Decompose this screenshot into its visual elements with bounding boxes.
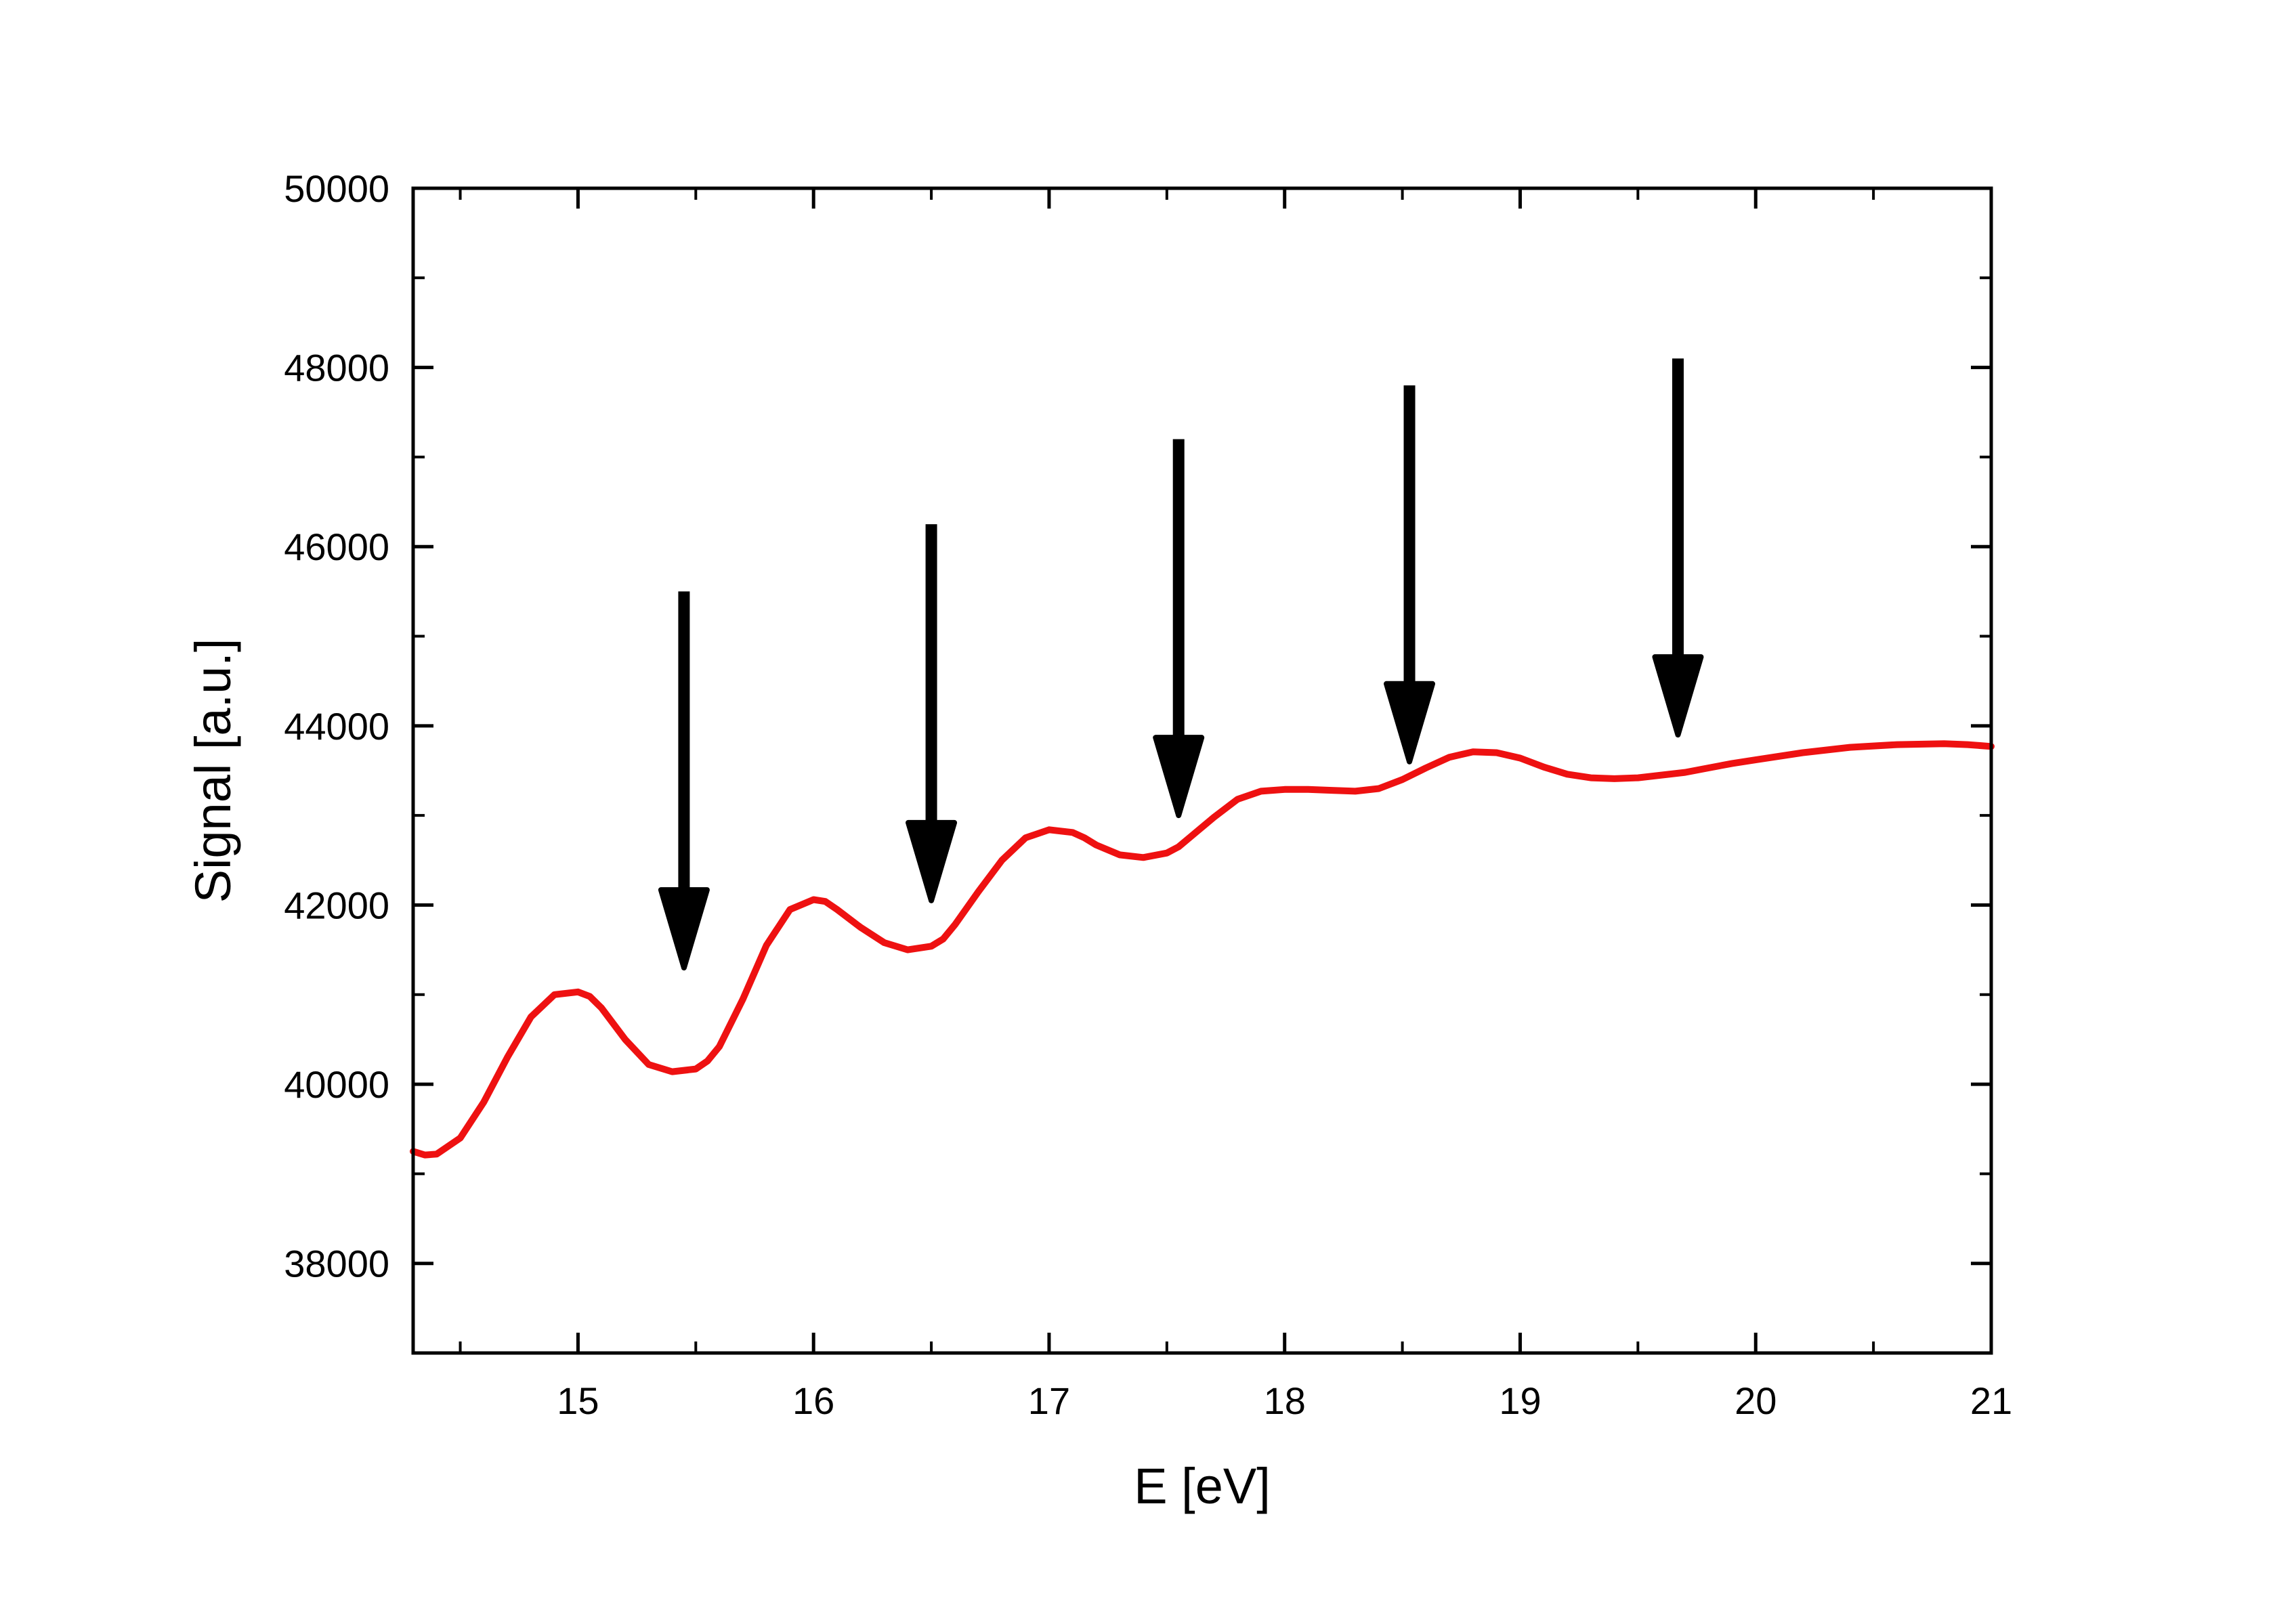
y-tick-label: 42000	[284, 884, 389, 926]
x-tick-label: 15	[557, 1379, 599, 1422]
arrow-head	[1652, 654, 1704, 738]
annotation-arrows	[658, 358, 1704, 971]
x-axis-title: E [eV]	[1134, 1458, 1271, 1514]
arrow-head	[1384, 681, 1436, 765]
y-tick-label: 46000	[284, 525, 389, 568]
y-tick-label: 44000	[284, 705, 389, 748]
x-tick-label: 18	[1264, 1379, 1306, 1422]
plot-frame	[411, 186, 1993, 1355]
annotation-arrow	[1153, 439, 1205, 819]
y-axis-title: Signal [a.u.]	[185, 639, 241, 903]
x-tick-label: 20	[1735, 1379, 1777, 1422]
minor-ticks	[413, 188, 1991, 1354]
annotation-arrow	[658, 591, 710, 971]
series-line	[410, 740, 1995, 1159]
y-tick-label: 38000	[284, 1243, 389, 1285]
x-tick-label: 21	[1970, 1379, 2012, 1422]
y-tick-label: 48000	[284, 347, 389, 389]
x-tick-labels: 15 16 17 18 19 20 21	[557, 1379, 2012, 1422]
x-tick-label: 17	[1028, 1379, 1070, 1422]
plot-area	[413, 188, 1991, 1353]
x-tick-label: 16	[792, 1379, 834, 1422]
y-tick-labels: 38000 40000 42000 44000 46000 48000 50000	[284, 167, 389, 1285]
arrow-head	[1153, 735, 1205, 819]
arrow-head	[658, 887, 710, 971]
arrow-head	[906, 819, 958, 903]
y-tick-label: 50000	[284, 167, 389, 210]
y-tick-label: 40000	[284, 1063, 389, 1106]
annotation-arrow	[1652, 358, 1704, 738]
annotation-arrow	[906, 524, 958, 903]
annotation-arrow	[1384, 385, 1436, 765]
x-tick-label: 19	[1499, 1379, 1541, 1422]
